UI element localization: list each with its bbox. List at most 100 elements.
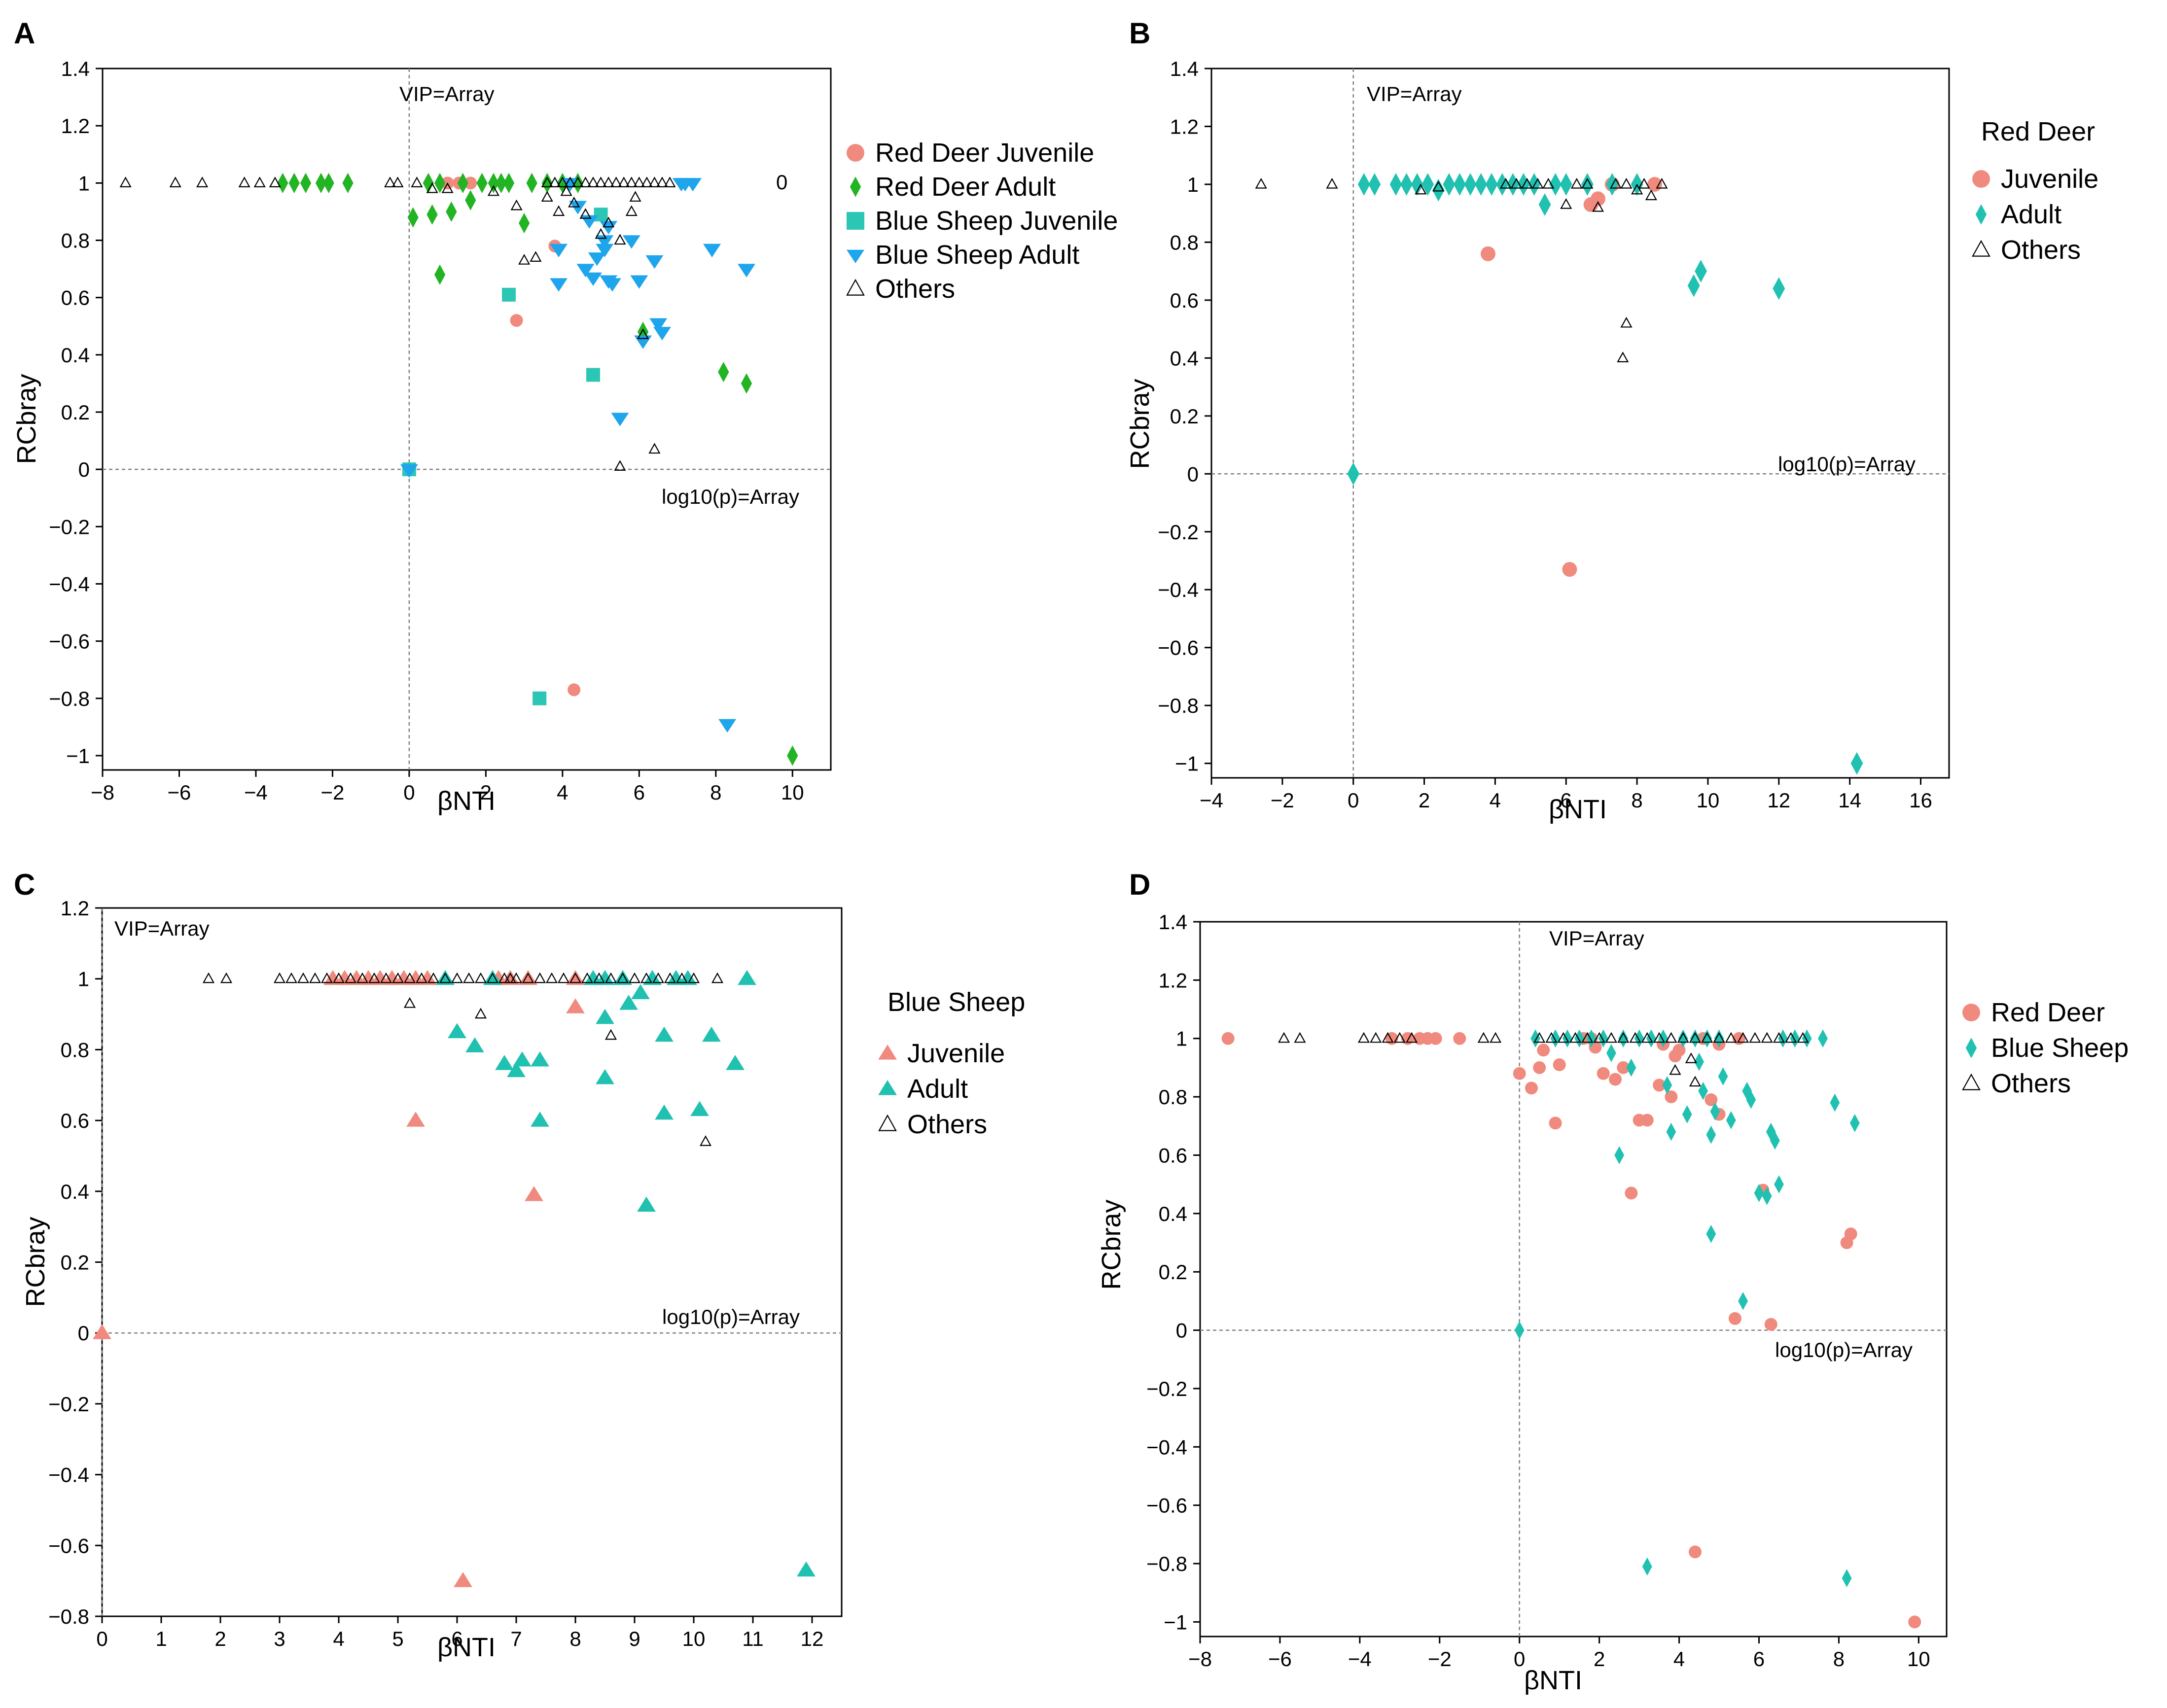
point-others: [530, 251, 542, 262]
legend-marker: [1962, 1004, 1980, 1021]
point-others: [1531, 177, 1544, 189]
legend-label: Others: [2001, 235, 2081, 265]
point-adult: [619, 994, 638, 1010]
x-tick-label: −4: [244, 781, 268, 804]
panel-d: D −8 −6 −4 −2 0 2 4 6 8 10 −1 −0.8 −0.6 −0.4 −0.2 0 0.2…: [1097, 868, 2129, 1695]
point-others: [604, 1029, 617, 1040]
point-juvenile: [1562, 562, 1577, 577]
legend-label: Others: [907, 1110, 987, 1139]
point-adult: [667, 970, 685, 985]
legend-title: Red Deer: [1981, 117, 2095, 146]
point-red-deer: [1609, 1073, 1622, 1086]
vip-annotation: VIP=Array: [1367, 82, 1462, 105]
point-others: [1677, 1032, 1689, 1043]
point-blue-sheep: [1714, 1029, 1724, 1048]
point-adult: [596, 970, 614, 985]
point-red-deer-adult: [518, 212, 530, 234]
point-others: [119, 176, 132, 187]
point-blue-sheep: [1514, 1321, 1525, 1339]
point-others: [1557, 1032, 1569, 1043]
point-adult: [1368, 173, 1381, 196]
point-others: [1593, 1032, 1605, 1043]
point-others: [403, 972, 416, 983]
x-tick-label: 4: [1490, 789, 1501, 812]
y-tick-label: −0.4: [49, 572, 90, 595]
panel-label-c: C: [14, 868, 35, 901]
point-red-deer: [1221, 1032, 1235, 1045]
point-blue-sheep: [1774, 1175, 1784, 1194]
point-adult: [448, 1023, 466, 1039]
panel-label-b: B: [1129, 17, 1150, 50]
x-tick-label: 8: [569, 1627, 581, 1650]
x-tick-label: −4: [1348, 1647, 1372, 1671]
point-blue-sheep-adult: [400, 464, 418, 478]
point-blue-sheep: [1626, 1058, 1636, 1077]
y-tick-label: 0: [1187, 462, 1199, 486]
point-others: [625, 205, 638, 216]
point-others: [518, 254, 531, 265]
point-red-deer-adult: [488, 173, 499, 194]
point-red-deer-adult: [476, 173, 488, 194]
point-juvenile: [1647, 176, 1663, 192]
y-tick-label: 0: [1176, 1319, 1187, 1342]
point-others: [1685, 1052, 1697, 1063]
point-blue-sheep: [1849, 1114, 1860, 1132]
point-red-deer-adult: [323, 173, 334, 194]
point-juvenile: [406, 970, 425, 985]
point-red-deer-adult: [407, 207, 419, 228]
point-red-deer-adult: [342, 173, 354, 194]
legend-label: Juvenile: [2001, 164, 2098, 194]
point-adult: [1411, 173, 1423, 196]
x-axis-label: βNTI: [1524, 1666, 1582, 1695]
point-adult: [655, 1026, 674, 1042]
point-red-deer-adult: [718, 361, 729, 383]
legend-label: Blue Sheep Adult: [875, 240, 1079, 270]
point-blue-sheep-adult: [576, 264, 595, 278]
point-others: [603, 176, 615, 187]
point-others: [614, 234, 626, 245]
legend-marker: [847, 249, 864, 264]
point-others: [474, 972, 487, 983]
point-red-deer: [1640, 1114, 1654, 1127]
point-adult: [465, 1037, 484, 1052]
point-blue-sheep: [1690, 1029, 1700, 1048]
plot-frame: [1210, 68, 1950, 779]
point-blue-sheep-adult: [737, 264, 755, 278]
point-others: [560, 185, 572, 196]
point-others: [1656, 177, 1668, 189]
point-others: [656, 176, 669, 187]
point-others: [1545, 1032, 1558, 1043]
panel-label-a: A: [14, 17, 35, 50]
x-tick-label: 0: [1514, 1647, 1525, 1671]
point-juvenile: [323, 970, 342, 985]
y-tick-label: 1.4: [1170, 57, 1199, 80]
y-tick-label: −0.6: [48, 1534, 89, 1557]
point-red-deer: [1537, 1044, 1550, 1057]
point-blue-sheep-adult: [611, 413, 629, 426]
point-adult: [643, 970, 662, 985]
legend-marker: [1972, 170, 1990, 188]
point-others: [1645, 189, 1657, 201]
y-tick-label: 0.2: [61, 1251, 89, 1274]
point-others: [504, 972, 517, 983]
point-others: [1749, 1032, 1761, 1043]
point-blue-sheep: [1698, 1081, 1708, 1100]
point-others: [579, 208, 592, 219]
y-axis-label: RCbray: [1125, 379, 1155, 469]
point-blue-sheep: [1642, 1557, 1652, 1576]
point-others: [625, 176, 638, 187]
point-red-deer: [1533, 1061, 1546, 1074]
y-tick-label: −0.8: [48, 1605, 89, 1628]
point-adult: [1773, 277, 1785, 300]
x-tick-label: 6: [1753, 1647, 1765, 1671]
point-red-deer-adult: [503, 173, 515, 194]
point-others: [411, 176, 423, 187]
x-tick-label: −2: [320, 781, 344, 804]
y-tick-label: −0.6: [1146, 1494, 1187, 1517]
point-red-deer-adult: [457, 173, 468, 194]
point-blue-sheep-adult: [630, 275, 648, 289]
x-tick-label: 8: [1631, 789, 1642, 812]
point-red-deer-juvenile: [510, 314, 523, 327]
y-tick-label: −0.8: [1158, 694, 1199, 717]
point-others: [297, 972, 310, 983]
